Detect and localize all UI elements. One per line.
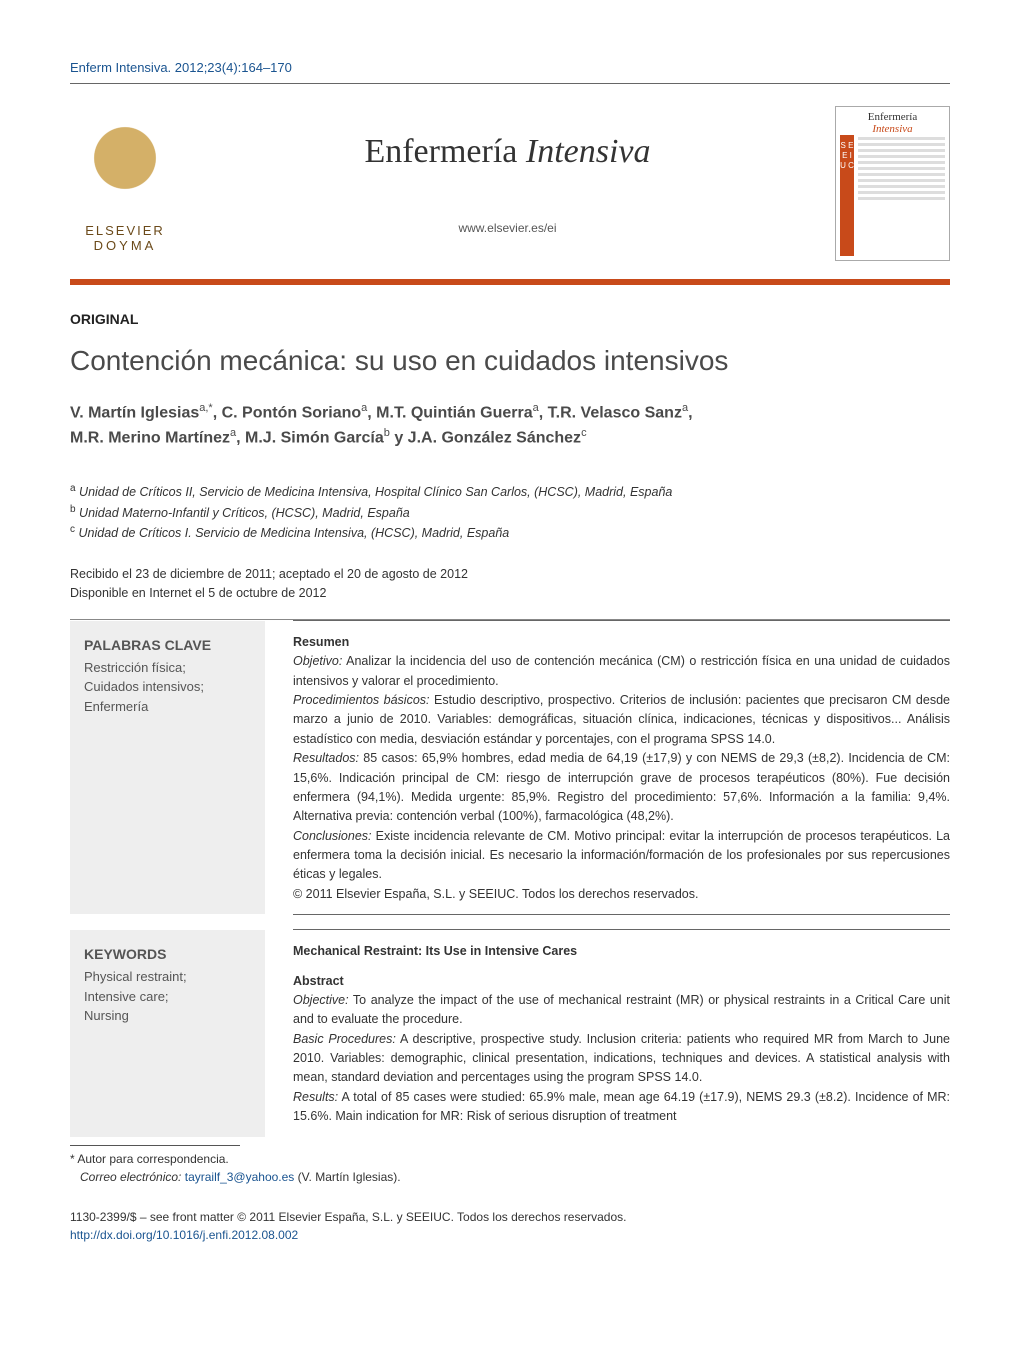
keywords-es-block: PALABRAS CLAVE Restricción física; Cuida…: [70, 621, 265, 914]
keywords-en-block: KEYWORDS Physical restraint; Intensive c…: [70, 930, 265, 1136]
abstract-en-results-text: A total of 85 cases were studied: 65.9% …: [293, 1090, 950, 1123]
keywords-en-items: Physical restraint; Intensive care; Nurs…: [84, 967, 251, 1026]
keywords-en-head: KEYWORDS: [84, 944, 251, 965]
affil-mark-b: b: [70, 504, 76, 515]
cover-title-orange: Intensiva: [872, 123, 912, 135]
abstract-es-conclusions-text: Existe incidencia relevante de CM. Motiv…: [293, 829, 950, 882]
affiliations: a Unidad de Críticos II, Servicio de Med…: [70, 481, 950, 544]
author-2: C. Pontón Soriano: [222, 404, 362, 421]
author-3: M.T. Quintián Guerra: [376, 404, 532, 421]
abstract-es-objective: Objetivo: Analizar la incidencia del uso…: [293, 652, 950, 691]
abstract-es-objective-text: Analizar la incidencia del uso de conten…: [293, 654, 950, 687]
journal-title-block: Enfermería Intensiva www.elsevier.es/ei: [180, 133, 835, 235]
abstract-es-conclusions-label: Conclusiones:: [293, 829, 372, 843]
author-7: J.A. González Sánchez: [408, 430, 581, 447]
authors-line: V. Martín Iglesiasa,*, C. Pontón Soriano…: [70, 400, 950, 451]
affiliation-c: c Unidad de Críticos I. Servicio de Medi…: [70, 522, 950, 543]
footer-issn-line: 1130-2399/$ – see front matter © 2011 El…: [70, 1208, 950, 1226]
footnote-email-link[interactable]: tayrailf_3@yahoo.es: [185, 1170, 295, 1184]
affil-text-c: Unidad de Críticos I. Servicio de Medici…: [78, 527, 509, 541]
journal-title: Enfermería Intensiva: [180, 133, 835, 171]
journal-cover-thumb: Enfermería Intensiva S E E I U C: [835, 106, 950, 261]
affiliation-a: a Unidad de Críticos II, Servicio de Med…: [70, 481, 950, 502]
abstract-es-copyright: © 2011 Elsevier España, S.L. y SEEIUC. T…: [293, 885, 950, 904]
footnotes: * Autor para correspondencia. Correo ele…: [70, 1145, 950, 1186]
abstract-en-objective-text: To analyze the impact of the use of mech…: [293, 993, 950, 1026]
abstract-es-head: Resumen: [293, 633, 950, 652]
journal-title-plain: Enfermería: [364, 133, 525, 170]
author-3-marks: a: [533, 402, 539, 414]
affil-mark-a: a: [70, 483, 76, 494]
elsevier-tree-icon: [85, 123, 165, 223]
abstract-row-es: PALABRAS CLAVE Restricción física; Cuida…: [70, 621, 950, 914]
article-dates: Recibido el 23 de diciembre de 2011; ace…: [70, 565, 950, 603]
author-4: T.R. Velasco Sanz: [548, 404, 682, 421]
masthead: ELSEVIER DOYMA Enfermería Intensiva www.…: [70, 96, 950, 275]
author-5-marks: a: [230, 427, 236, 439]
citation: Enferm Intensiva. 2012;23(4):164–170: [70, 60, 950, 75]
journal-url[interactable]: www.elsevier.es/ei: [180, 221, 835, 235]
keywords-es-head: PALABRAS CLAVE: [84, 635, 251, 656]
journal-title-italic: Intensiva: [526, 133, 651, 170]
abstract-en-head: Abstract: [293, 972, 950, 991]
abstract-en: Mechanical Restraint: Its Use in Intensi…: [265, 930, 950, 1136]
cover-body-lines: [858, 137, 945, 256]
author-5: M.R. Merino Martínez: [70, 430, 230, 447]
abstract-row-en: KEYWORDS Physical restraint; Intensive c…: [70, 930, 950, 1136]
footer-doi-link[interactable]: http://dx.doi.org/10.1016/j.enfi.2012.08…: [70, 1228, 298, 1242]
publisher-name-2: DOYMA: [94, 238, 157, 253]
footnote-email-owner: (V. Martín Iglesias).: [294, 1170, 400, 1184]
author-7-marks: c: [581, 427, 587, 439]
footer: 1130-2399/$ – see front matter © 2011 El…: [70, 1208, 950, 1244]
abstract-es-results-label: Resultados:: [293, 751, 359, 765]
abstract-es-procedures-label: Procedimientos básicos:: [293, 693, 430, 707]
date-received-accepted: Recibido el 23 de diciembre de 2011; ace…: [70, 565, 950, 584]
cover-band: S E E I U C: [840, 135, 854, 256]
abstract-en-objective-label: Objective:: [293, 993, 349, 1007]
article-title: Contención mecánica: su uso en cuidados …: [70, 343, 950, 378]
abstract-es-procedures: Procedimientos básicos: Estudio descript…: [293, 691, 950, 749]
abstract-en-objective: Objective: To analyze the impact of the …: [293, 991, 950, 1030]
affil-mark-c: c: [70, 524, 75, 535]
author-1-marks: a,*: [199, 402, 212, 414]
abstract-en-title: Mechanical Restraint: Its Use in Intensi…: [293, 942, 950, 961]
footnote-email-label: Correo electrónico:: [80, 1170, 185, 1184]
orange-divider-bar: [70, 279, 950, 285]
abstract-en-results-label: Results:: [293, 1090, 338, 1104]
section-label: ORIGINAL: [70, 311, 950, 327]
author-2-marks: a: [361, 402, 367, 414]
abstract-es-conclusions: Conclusiones: Existe incidencia relevant…: [293, 827, 950, 885]
rule-footnote: [70, 1145, 240, 1146]
affil-text-a: Unidad de Críticos II, Servicio de Medic…: [79, 485, 672, 499]
author-6-marks: b: [384, 427, 390, 439]
abstract-es-objective-label: Objetivo:: [293, 654, 342, 668]
keywords-es-items: Restricción física; Cuidados intensivos;…: [84, 658, 251, 717]
author-4-marks: a: [682, 402, 688, 414]
date-online: Disponible en Internet el 5 de octubre d…: [70, 584, 950, 603]
abstract-es-results-text: 85 casos: 65,9% hombres, edad media de 6…: [293, 751, 950, 823]
affiliation-b: b Unidad Materno-Infantil y Críticos, (H…: [70, 502, 950, 523]
abstract-es-results: Resultados: 85 casos: 65,9% hombres, eda…: [293, 749, 950, 827]
abstract-en-results: Results: A total of 85 cases were studie…: [293, 1088, 950, 1127]
rule-top: [70, 83, 950, 84]
abstract-en-procedures: Basic Procedures: A descriptive, prospec…: [293, 1030, 950, 1088]
abstract-es: Resumen Objetivo: Analizar la incidencia…: [265, 621, 950, 914]
cover-title-plain: Enfermería: [868, 111, 917, 123]
affil-text-b: Unidad Materno-Infantil y Críticos, (HCS…: [79, 506, 410, 520]
author-6: M.J. Simón García: [245, 430, 384, 447]
abstract-en-procedures-label: Basic Procedures:: [293, 1032, 396, 1046]
footnote-correspondence: * Autor para correspondencia.: [70, 1150, 950, 1168]
publisher-name-1: ELSEVIER: [85, 223, 165, 238]
author-1: V. Martín Iglesias: [70, 404, 199, 421]
footnote-email-line: Correo electrónico: tayrailf_3@yahoo.es …: [70, 1168, 950, 1186]
publisher-logo: ELSEVIER DOYMA: [70, 109, 180, 259]
